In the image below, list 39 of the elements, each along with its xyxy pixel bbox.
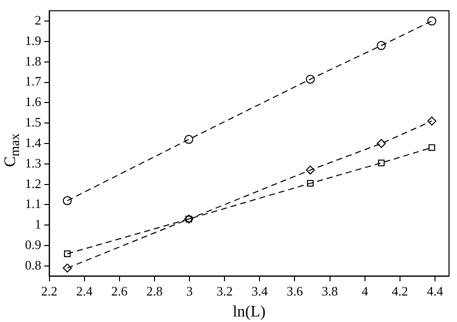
point xyxy=(64,250,71,258)
point xyxy=(306,180,314,187)
x-tick-label: 4.4 xyxy=(426,283,444,298)
y-tick-label: 0.9 xyxy=(25,237,42,252)
point xyxy=(427,116,436,126)
x-tick-label: 4.2 xyxy=(392,283,408,298)
y-tick-label: 1 xyxy=(34,216,42,232)
x-tick-label: 2.4 xyxy=(76,283,93,298)
y-tick-label: 1.6 xyxy=(25,94,42,110)
x-tick-label: 3.8 xyxy=(322,283,338,298)
y-tick-label: 1.7 xyxy=(25,74,42,89)
y-tick-label: 1.8 xyxy=(25,53,42,68)
point xyxy=(62,264,72,273)
x-tick-label: 3.2 xyxy=(216,283,233,298)
x-tick-label: 2.8 xyxy=(146,283,163,298)
x-axis-title: ln(L) xyxy=(232,304,266,321)
x-tick-label: 2.2 xyxy=(41,283,58,298)
point xyxy=(62,196,72,206)
y-tick-label: 1.4 xyxy=(25,134,42,150)
y-tick-label: 1.1 xyxy=(25,196,42,212)
point xyxy=(306,74,315,84)
y-tick-label: 1.3 xyxy=(25,155,42,170)
y-tick-label: 1.2 xyxy=(25,176,42,191)
x-tick-label: 3.6 xyxy=(286,283,304,298)
x-tick-label: 3.4 xyxy=(252,283,268,298)
y-tick-label: 1.5 xyxy=(25,114,42,130)
y-tick-label: 2 xyxy=(34,12,42,28)
point xyxy=(428,144,436,151)
x-tick-label: 2.6 xyxy=(111,283,128,298)
point xyxy=(376,41,386,50)
y-tick-label: 1.9 xyxy=(25,32,42,48)
x-tick-label: 4 xyxy=(362,283,369,298)
point xyxy=(378,160,385,166)
point xyxy=(306,166,315,175)
y-tick-label: 0.8 xyxy=(25,257,42,272)
point xyxy=(184,134,194,144)
point xyxy=(427,16,436,26)
x-tick-label: 3 xyxy=(186,283,193,298)
point xyxy=(376,139,386,148)
